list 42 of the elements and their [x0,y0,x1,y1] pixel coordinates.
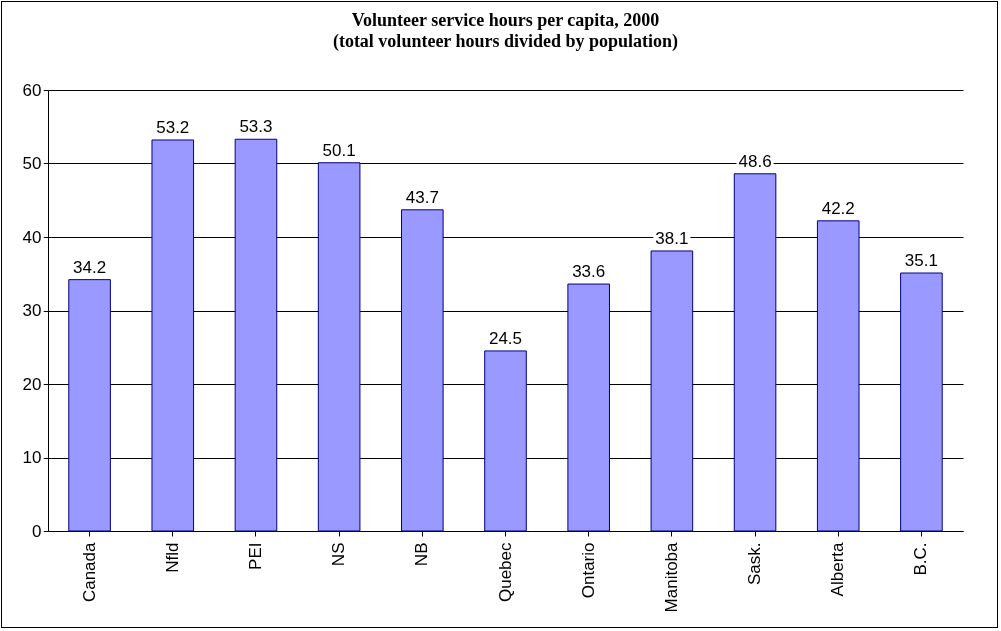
y-tick-label: 0 [32,521,42,541]
y-tick-label: 50 [22,154,42,173]
data-label: 33.6 [572,262,606,282]
x-tick-label: NS [329,542,349,567]
chart-subtitle: (total volunteer hours divided by population) [332,31,679,52]
data-label: 48.6 [738,151,772,171]
x-tick-label: Nfld [162,542,182,573]
bar [733,173,777,532]
bar [68,279,111,532]
data-label: 34.2 [73,257,107,277]
x-tick-label: B.C. [911,542,931,576]
data-label: 53.3 [239,117,273,137]
bar [234,138,278,532]
data-label: 43.7 [405,187,439,207]
bar [151,139,195,532]
bar [816,220,860,532]
y-tick-label: 30 [22,301,42,320]
bar [401,209,444,532]
bar [317,162,361,532]
data-label: 35.1 [904,251,938,271]
data-label: 38.1 [655,228,689,248]
x-tick-label: Quebec [495,542,515,603]
data-label: 42.2 [821,198,855,218]
x-tick-label: NB [412,542,432,567]
bar [567,283,610,532]
x-tick-label: Ontario [578,542,598,599]
y-tick-label: 20 [22,374,42,394]
bar [650,250,694,532]
y-tick-label: 10 [22,448,42,467]
data-label: 24.5 [488,328,523,348]
bar [484,350,527,532]
x-tick-label: Alberta [828,541,848,597]
y-tick-label: 40 [22,227,42,247]
bar [900,272,943,532]
x-tick-label: Manitoba [661,541,681,613]
data-label: 50.1 [322,140,356,160]
y-tick-label: 60 [22,80,42,100]
data-label: 53.2 [156,117,190,137]
chart-title: Volunteer service hours per capita, 2000 [351,10,660,30]
x-tick-label: Canada [79,541,99,603]
x-tick-label: Sask. [745,542,765,586]
x-tick-label: PEI [245,542,265,570]
